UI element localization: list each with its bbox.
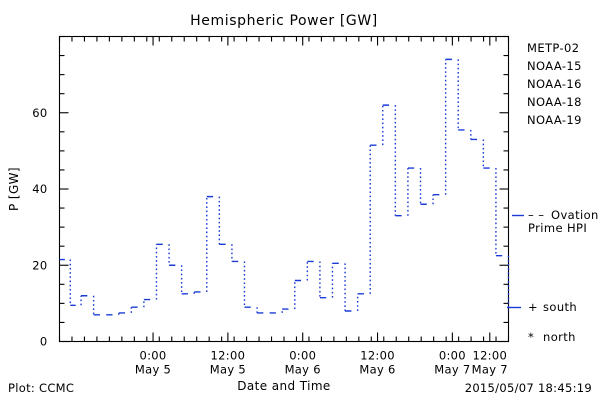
y-tick-label: 40 <box>32 182 47 196</box>
y-axis-label: P [GW] <box>7 167 21 211</box>
series-horizontal-segments <box>59 58 503 316</box>
legend-item-noaa-19: NOAA-19 <box>527 113 582 127</box>
x-tick-date: May 6 <box>285 363 321 377</box>
ovation-dash-marker: – – <box>528 208 544 222</box>
plot-frame <box>58 35 510 343</box>
north-marker: * <box>528 330 534 344</box>
ovation-label-line2: Prime HPI <box>528 221 587 235</box>
south-marker: + <box>528 300 538 314</box>
north-label: north <box>543 330 576 344</box>
x-axis-label: Date and Time <box>237 379 330 393</box>
y-tick-label: 20 <box>32 258 47 272</box>
legend-item-noaa-15: NOAA-15 <box>527 59 582 73</box>
x-tick-time: 12:00 <box>472 349 507 363</box>
x-tick-date: May 7 <box>434 363 470 377</box>
y-tick-label: 60 <box>32 106 47 120</box>
legend-item-metp-02: METP-02 <box>527 41 579 55</box>
x-tick-time: 12:00 <box>211 349 246 363</box>
legend-item-noaa-16: NOAA-16 <box>527 77 582 91</box>
legend-item-noaa-18: NOAA-18 <box>527 95 582 109</box>
footer-timestamp: 2015/05/07 18:45:19 <box>465 381 592 395</box>
x-tick-time: 0:00 <box>289 349 316 363</box>
ovation-label-line1: Ovation <box>551 208 599 222</box>
series-vertical-connectors <box>69 59 510 315</box>
legend-ovation-prime-hpi: – – Ovation Prime HPI <box>512 208 599 235</box>
x-tick-time: 0:00 <box>140 349 167 363</box>
legend-hemispheres: + south * north <box>507 300 577 344</box>
x-tick-date: May 5 <box>210 363 246 377</box>
footer-plot-credit: Plot: CCMC <box>8 381 74 395</box>
page-title: Hemispheric Power [GW] <box>190 13 378 29</box>
y-axis-ticks: 0 20 40 60 <box>32 35 509 349</box>
x-tick-time: 12:00 <box>360 349 395 363</box>
y-tick-label: 0 <box>40 335 48 349</box>
x-tick-date: May 5 <box>135 363 171 377</box>
south-label: south <box>543 300 577 314</box>
x-tick-date: May 6 <box>359 363 395 377</box>
data-series-group <box>59 58 510 316</box>
x-tick-date: May 7 <box>472 363 508 377</box>
legend-satellites: METP-02 NOAA-15 NOAA-16 NOAA-18 NOAA-19 <box>527 41 582 127</box>
x-tick-time: 0:00 <box>439 349 466 363</box>
